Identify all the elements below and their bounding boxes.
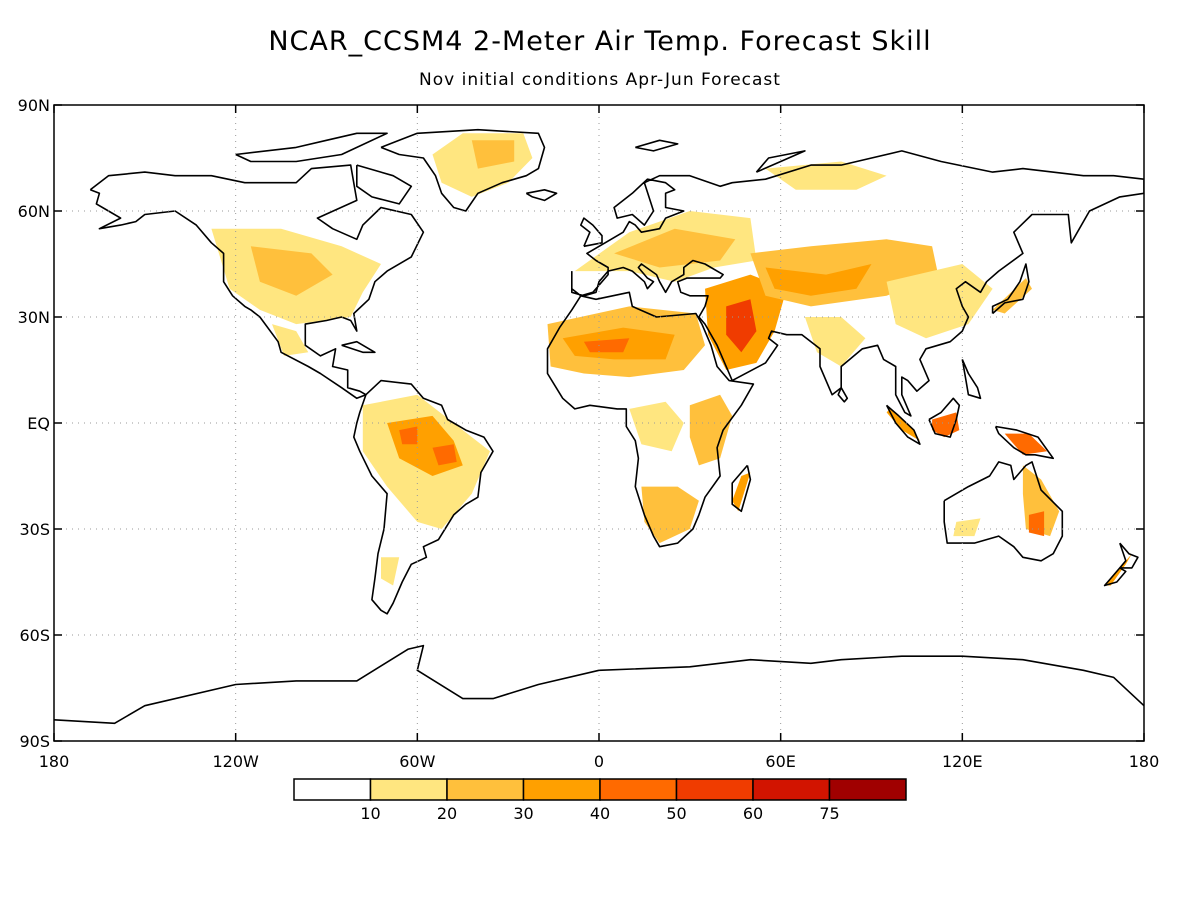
skill-region-siberia: [765, 161, 887, 190]
skill-region-southern-africa: [641, 486, 699, 544]
lat-tick-label: 60N: [18, 202, 50, 221]
coastline-australia: [943, 461, 1064, 562]
map-frame: [53, 104, 1145, 742]
skill-region-amazon-hot: [399, 426, 418, 445]
colorbar-swatch: [752, 778, 831, 801]
colorbar-swatch: [675, 778, 754, 801]
coastline-baffin: [355, 164, 413, 205]
skill-region-new-guinea: [1004, 433, 1048, 455]
coastline-south-america: [352, 379, 494, 615]
coastline-greenland: [380, 128, 546, 212]
lat-tick-label: 30N: [18, 308, 50, 327]
coastline-antarctica: [54, 644, 1144, 725]
lon-tick-label: 180: [1129, 752, 1160, 771]
skill-region-brazil-hot: [432, 444, 457, 466]
coastline-africa: [546, 291, 755, 548]
coastline-arctic-islands: [235, 132, 388, 163]
lat-tick-label: 90S: [19, 732, 50, 751]
coastline-borneo: [928, 397, 961, 438]
skill-region-sumatra: [886, 408, 920, 441]
skill-region-sahara-hot: [583, 338, 630, 353]
skill-region-north-america-core: [250, 246, 333, 296]
lon-tick-label: 0: [594, 752, 604, 771]
skill-region-central-africa: [629, 401, 684, 452]
coastline-iceland: [525, 189, 558, 202]
skill-region-madagascar: [732, 472, 751, 512]
skill-region-europe-core: [614, 228, 736, 268]
coastline-new-guinea: [994, 425, 1054, 460]
map-subtitle: Nov initial conditions Apr-Jun Forecast: [419, 70, 781, 90]
grid-layer: [53, 104, 1145, 742]
colorbar-label: 30: [513, 804, 533, 823]
skill-region-india: [804, 317, 866, 367]
skill-region-greenland-core: [471, 140, 515, 169]
colorbar-swatch: [293, 778, 372, 801]
coastline-new-zealand: [1119, 542, 1139, 569]
colorbar-swatch: [522, 778, 601, 801]
coastline-philippines: [961, 359, 982, 400]
coastline-layer: [54, 128, 1144, 725]
coastline-madagascar: [731, 464, 752, 513]
skill-region-australia-east-hot: [1028, 511, 1045, 537]
lon-tick-label: 120E: [942, 752, 983, 771]
colorbar-label: 10: [360, 804, 380, 823]
colorbar-swatch: [369, 778, 448, 801]
colorbar-label: 50: [666, 804, 686, 823]
coastline-japan: [991, 263, 1030, 315]
skill-region-central-asia-core: [765, 264, 872, 296]
lat-tick-label: 30S: [19, 520, 50, 539]
lon-tick-label: 60W: [399, 752, 435, 771]
colorbar-label: 40: [590, 804, 610, 823]
skill-region-mexico: [272, 324, 309, 356]
lon-tick-label: 60E: [765, 752, 795, 771]
skill-fill-layer: [211, 133, 1132, 586]
map-title: NCAR_CCSM4 2-Meter Air Temp. Forecast Sk…: [268, 26, 932, 57]
lon-tick-label: 180: [39, 752, 70, 771]
colorbar-swatch: [446, 778, 525, 801]
lat-tick-label: 60S: [19, 626, 50, 645]
colorbar-swatch: [828, 778, 907, 801]
coastline-cuba: [341, 340, 376, 354]
skill-region-patagonia: [381, 557, 400, 586]
lon-tick-label: 120W: [212, 752, 259, 771]
colorbar: 10 20 30 40 50 60 75: [293, 778, 907, 823]
coastline-eurasia: [570, 150, 1144, 417]
colorbar-label: 20: [437, 804, 457, 823]
colorbar-label: 60: [743, 804, 763, 823]
coastline-north-america: [89, 164, 425, 400]
lat-tick-label: 90N: [18, 96, 50, 115]
lat-tick-label: EQ: [27, 414, 50, 433]
skill-region-east-africa: [689, 394, 733, 466]
skill-region-australia-west: [953, 518, 981, 537]
coastline-uk: [579, 217, 603, 248]
coastline-sri-lanka: [837, 387, 849, 403]
coastline-svalbard: [635, 139, 679, 152]
colorbar-swatch: [599, 778, 678, 801]
colorbar-label: 75: [819, 804, 839, 823]
skill-region-arabia-hot: [726, 299, 757, 353]
coastline-novaya-zemlya: [755, 150, 806, 173]
coastline-new-zealand-south: [1103, 567, 1127, 587]
coastline-sumatra: [885, 404, 921, 446]
